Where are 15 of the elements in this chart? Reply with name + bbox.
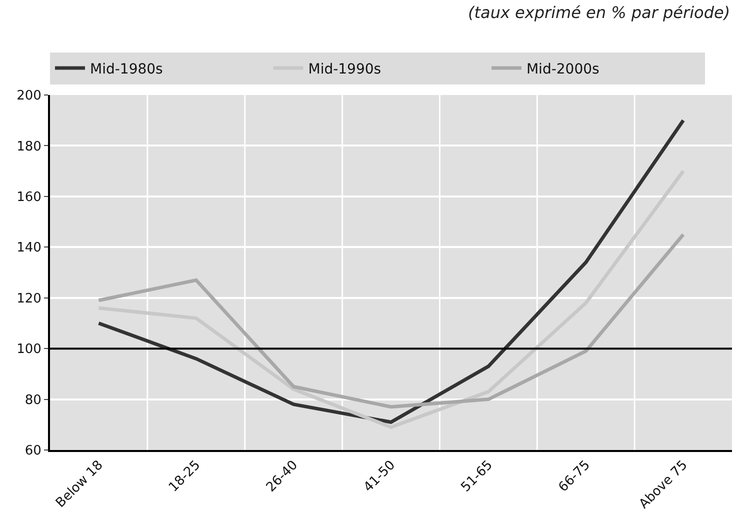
y-tick-label: 60 bbox=[24, 444, 42, 459]
y-tick-label: 120 bbox=[16, 291, 42, 306]
y-tick-label: 180 bbox=[16, 139, 42, 154]
legend-label: Mid-2000s bbox=[526, 61, 600, 78]
line-series bbox=[96, 232, 686, 409]
line-series bbox=[96, 169, 686, 429]
text: (taux exprimé en % par période) bbox=[468, 3, 730, 22]
line-series bbox=[96, 118, 686, 424]
y-tick-label: 100 bbox=[16, 342, 42, 358]
y-tick-label: 140 bbox=[16, 240, 42, 256]
y-tick-label: 160 bbox=[16, 190, 42, 205]
legend-label: Mid-1980s bbox=[90, 61, 163, 78]
y-tick-label: 200 bbox=[16, 88, 42, 104]
legend-label: Mid-1990s bbox=[308, 61, 382, 78]
y-tick-label: 80 bbox=[24, 392, 42, 408]
